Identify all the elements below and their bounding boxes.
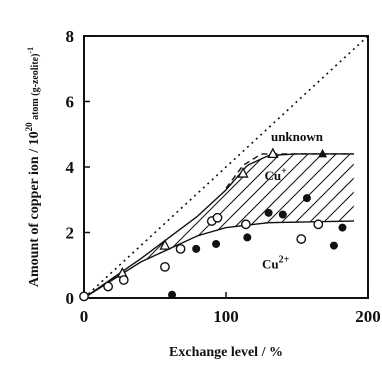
open-circle-point <box>79 291 89 302</box>
y-tick-label: 8 <box>66 27 75 46</box>
open-circle-point <box>103 281 114 292</box>
filled-circle-point <box>212 239 221 248</box>
filled-circle-point <box>243 233 252 242</box>
curve-reference <box>83 35 369 299</box>
annotation-0: unknown <box>271 129 324 144</box>
hatch-line <box>360 138 382 298</box>
y-axis-label-exp: 20 <box>24 122 34 132</box>
y-tick-label: 4 <box>66 158 75 177</box>
y-axis-label-main: Amount of copper ion / 10 <box>27 131 42 287</box>
open-circle-point <box>313 219 324 230</box>
hatch-line <box>275 153 354 298</box>
annotation-base: Cu <box>265 168 282 183</box>
hatch-line <box>261 153 354 298</box>
x-tick-label: 100 <box>213 307 239 326</box>
tick-labels: 0 100 200 0 2 4 6 8 <box>66 27 381 326</box>
annotation-superscript: 2+ <box>279 255 290 266</box>
y-axis-label-unit-exp: -1 <box>26 47 35 54</box>
open-triangle-point <box>267 147 279 159</box>
curves <box>83 35 369 299</box>
data-points <box>79 147 347 302</box>
hatch-line <box>0 138 16 298</box>
filled-circle-point <box>192 244 201 253</box>
y-axis-label-unit: atom (g-zeolite) <box>30 54 41 123</box>
open-circle-point <box>212 212 223 223</box>
open-circle-point <box>240 219 251 230</box>
hatch-line <box>303 153 354 298</box>
x-tick-label: 0 <box>80 307 89 326</box>
filled-circle-point <box>168 290 177 299</box>
hatch-line <box>374 138 382 298</box>
hatch-line <box>0 138 30 298</box>
hatch-line <box>247 153 354 298</box>
annotation-2: Cu2+ <box>262 255 290 272</box>
open-circle-point <box>296 234 307 244</box>
open-circle-point <box>118 275 129 285</box>
hatch-line <box>84 153 115 298</box>
y-axis-label: Amount of copper ion / 1020 atom (g-zeol… <box>24 47 42 287</box>
curve-total-dashed <box>225 153 354 189</box>
y-tick-label: 6 <box>66 93 75 112</box>
hatch-line <box>0 138 2 298</box>
y-tick-label: 2 <box>66 224 75 243</box>
open-circle-point <box>160 261 170 272</box>
hatch-line <box>84 153 157 298</box>
open-triangle-point <box>159 239 171 250</box>
cu-plus-hatch-region <box>0 138 382 298</box>
x-tick-label: 200 <box>355 307 381 326</box>
filled-circle-point <box>264 208 273 217</box>
annotation-superscript: + <box>281 166 287 177</box>
open-triangle-point <box>237 167 249 178</box>
hatch-line <box>84 153 129 298</box>
annotation-base: Cu <box>262 257 279 272</box>
filled-triangle-point <box>318 148 328 158</box>
curve-cu2plus <box>83 220 354 299</box>
filled-circle-point <box>329 241 338 250</box>
hatch-line <box>84 153 185 298</box>
x-axis-label: Exchange level / % <box>169 345 283 360</box>
curve-total <box>83 153 354 299</box>
filled-circle-point <box>302 194 311 203</box>
annotation-1: Cu+ <box>265 166 288 183</box>
hatch-line <box>331 153 354 298</box>
hatch-lines <box>0 138 382 298</box>
hatch-line <box>345 153 354 298</box>
filled-circle-point <box>278 210 287 219</box>
y-tick-label: 0 <box>66 289 75 308</box>
filled-circle-point <box>338 223 347 232</box>
open-circle-point <box>175 243 186 254</box>
hatch-line <box>84 153 213 298</box>
